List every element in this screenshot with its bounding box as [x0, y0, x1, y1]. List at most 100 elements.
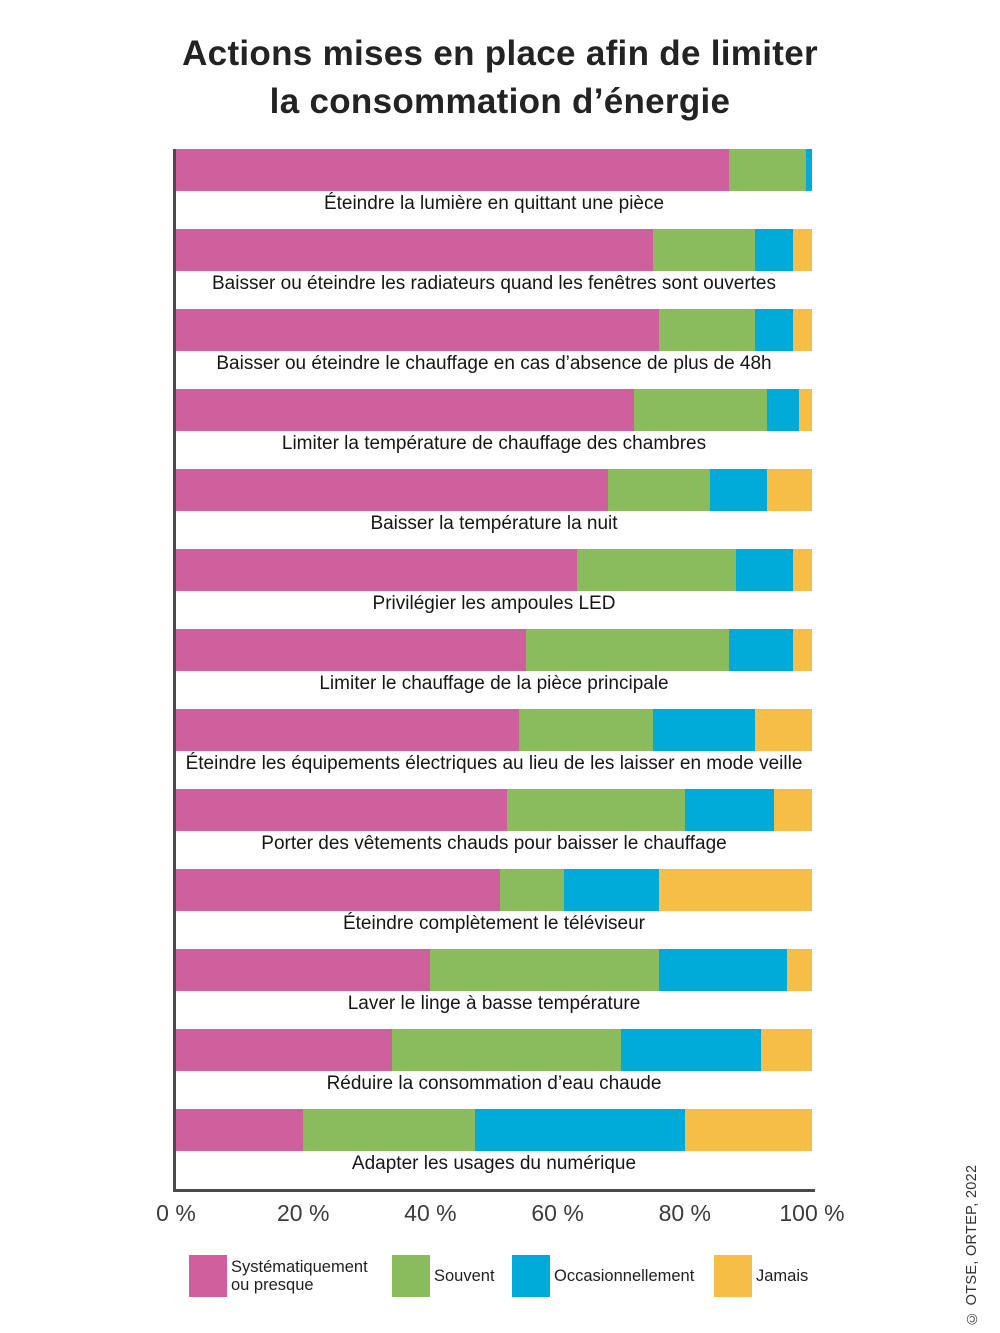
segment-jamais: [792, 229, 812, 271]
legend-swatch-jamais: [714, 1255, 752, 1297]
segment-souvent: [506, 789, 685, 831]
bar-row: Adapter les usages du numérique: [176, 1109, 812, 1177]
x-tick-label: 0 %: [156, 1200, 196, 1226]
bar-row: Laver le linge à basse température: [176, 949, 812, 1017]
segment-occasionnellement: [621, 1029, 762, 1071]
segment-systematiquement: [176, 1029, 393, 1071]
segment-souvent: [519, 709, 653, 751]
segment-systematiquement: [176, 229, 653, 271]
bar-row: Limiter le chauffage de la pièce princip…: [176, 629, 812, 697]
segment-jamais: [754, 709, 812, 751]
x-tick-label: 100 %: [779, 1200, 845, 1226]
bar-row: Limiter la température de chauffage des …: [176, 389, 812, 457]
segment-jamais: [773, 789, 812, 831]
segment-jamais: [761, 1029, 812, 1071]
x-tick-label: 20 %: [276, 1200, 330, 1226]
x-tick-label: 60 %: [531, 1200, 584, 1226]
source-credit: © OTSE, ORTEP, 2022: [964, 1164, 980, 1326]
legend-swatch-systematiquement: [189, 1255, 227, 1297]
bar-row: Porter des vêtements chauds pour baisser…: [176, 789, 812, 857]
segment-jamais: [792, 309, 812, 351]
segment-occasionnellement: [754, 229, 793, 271]
segment-systematiquement: [176, 389, 634, 431]
stacked-bar: [176, 789, 812, 831]
bar-row: Éteindre complètement le téléviseur: [176, 869, 812, 937]
stacked-bar: [176, 149, 812, 191]
bar-label: Limiter le chauffage de la pièce princip…: [319, 673, 669, 694]
stacked-bar-plot-area: Éteindre la lumière en quittant une pièc…: [176, 149, 812, 1179]
chart-title-line2: la consommation d’énergie: [269, 82, 731, 121]
legend-label: Jamais: [756, 1267, 809, 1285]
y-axis-line: [173, 149, 176, 1192]
x-tick-label: 40 %: [404, 1200, 457, 1226]
segment-souvent: [576, 549, 736, 591]
stacked-bar: [176, 629, 812, 671]
bar-label: Limiter la température de chauffage des …: [281, 433, 707, 454]
bar-label: Baisser ou éteindre les radiateurs quand…: [212, 273, 776, 294]
stacked-bar: [176, 229, 812, 271]
legend-item: Occasionnellement: [512, 1255, 694, 1297]
stacked-bar: [176, 389, 812, 431]
segment-souvent: [633, 389, 768, 431]
segment-systematiquement: [176, 1109, 304, 1151]
segment-systematiquement: [176, 949, 431, 991]
segment-occasionnellement: [767, 389, 800, 431]
segment-occasionnellement: [735, 549, 793, 591]
segment-systematiquement: [176, 869, 501, 911]
stacked-bar: [176, 1029, 812, 1071]
legend-swatch-souvent: [392, 1255, 430, 1297]
segment-systematiquement: [176, 549, 577, 591]
segment-jamais: [659, 869, 812, 911]
segment-occasionnellement: [710, 469, 768, 511]
stacked-bar: [176, 949, 812, 991]
segment-occasionnellement: [729, 629, 793, 671]
stacked-bar: [176, 549, 812, 591]
legend-label: Systématiquement ou presque: [231, 1258, 368, 1294]
segment-jamais: [786, 949, 812, 991]
stacked-bar: [176, 309, 812, 351]
bar-row: Éteindre les équipements électriques au …: [176, 709, 812, 777]
segment-souvent: [392, 1029, 622, 1071]
segment-occasionnellement: [563, 869, 660, 911]
segment-occasionnellement: [754, 309, 793, 351]
legend-label: Occasionnellement: [554, 1267, 695, 1285]
segment-souvent: [430, 949, 660, 991]
segment-systematiquement: [176, 309, 660, 351]
legend-label: Souvent: [434, 1267, 495, 1285]
bar-label: Baisser ou éteindre le chauffage en cas …: [216, 353, 772, 374]
x-axis-tick-labels: 0 % 20 % 40 % 60 % 80 % 100 %: [156, 1200, 844, 1230]
segment-systematiquement: [176, 789, 507, 831]
segment-souvent: [659, 309, 755, 351]
stacked-bar: [176, 1109, 812, 1151]
segment-systematiquement: [176, 469, 609, 511]
stacked-bar: [176, 869, 812, 911]
legend-item: Jamais: [714, 1255, 808, 1297]
bar-label: Adapter les usages du numérique: [351, 1153, 637, 1174]
segment-occasionnellement: [652, 709, 755, 751]
bar-label: Éteindre complètement le téléviseur: [342, 913, 646, 934]
chart-title-line1: Actions mises en place afin de limiter: [182, 34, 818, 73]
bar-label: Laver le linge à basse température: [347, 993, 641, 1014]
segment-jamais: [792, 629, 812, 671]
x-axis-line: [173, 1189, 815, 1192]
segment-jamais: [799, 389, 812, 431]
segment-souvent: [525, 629, 730, 671]
bar-row: Éteindre la lumière en quittant une pièc…: [176, 149, 812, 217]
legend-item: Systématiquement ou presque: [189, 1255, 383, 1297]
segment-systematiquement: [176, 629, 526, 671]
segment-occasionnellement: [684, 789, 774, 831]
segment-souvent: [303, 1109, 475, 1151]
legend-swatch-occasionnellement: [512, 1255, 550, 1297]
stacked-bar: [176, 469, 812, 511]
x-tick-label: 80 %: [658, 1200, 712, 1226]
bar-label: Réduire la consommation d’eau chaude: [326, 1073, 662, 1094]
chart-legend: Systématiquement ou presque Souvent Occasi…: [0, 1255, 1000, 1315]
bar-label: Éteindre la lumière en quittant une pièc…: [323, 193, 665, 214]
segment-jamais: [792, 549, 812, 591]
segment-occasionnellement: [659, 949, 787, 991]
segment-occasionnellement: [474, 1109, 685, 1151]
stacked-bar: [176, 709, 812, 751]
segment-jamais: [684, 1109, 812, 1151]
segment-systematiquement: [176, 709, 520, 751]
